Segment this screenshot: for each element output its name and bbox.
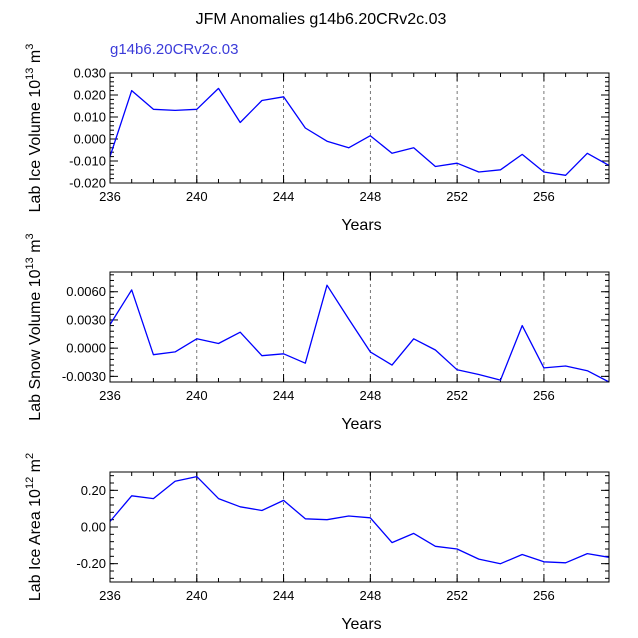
y-tick-label: -0.020 bbox=[69, 176, 106, 191]
y-axis-title: Lab Ice Area 1012 m2 bbox=[24, 453, 44, 601]
x-tick-label: 256 bbox=[533, 388, 555, 403]
x-tick-label: 248 bbox=[359, 588, 381, 603]
y-tick-label: -0.0030 bbox=[62, 369, 106, 384]
y-axis-title: Lab Snow Volume 1013 m3 bbox=[24, 233, 44, 420]
x-tick-label: 244 bbox=[273, 388, 295, 403]
x-tick-label: 252 bbox=[446, 388, 468, 403]
series-line bbox=[109, 284, 610, 383]
y-axis-title: Lab Ice Volume 1013 m3 bbox=[24, 44, 44, 213]
panel-1: 236 240 244 248 252 256 -0.020 -0.010 0.000 0.010… bbox=[24, 44, 610, 234]
x-tick-label: 236 bbox=[99, 388, 121, 403]
y-tick-label: -0.20 bbox=[76, 556, 106, 571]
x-tick-label: 240 bbox=[186, 588, 208, 603]
y-tick-label: 0.020 bbox=[73, 88, 106, 103]
x-tick-label: 252 bbox=[446, 189, 468, 204]
y-tick-label: 0.0030 bbox=[66, 312, 106, 327]
plot-frame bbox=[109, 271, 610, 383]
x-tick-label: 248 bbox=[359, 388, 381, 403]
y-tick-label: 0.20 bbox=[81, 483, 106, 498]
y-tick-label: 0.030 bbox=[73, 66, 106, 81]
series-line bbox=[109, 87, 610, 176]
x-tick-label: 240 bbox=[186, 388, 208, 403]
panel-3: 236 240 244 248 252 256 -0.20 0.00 0.20 Years Lab … bbox=[24, 453, 610, 633]
x-tick-label: 236 bbox=[99, 189, 121, 204]
panel-2: 236 240 244 248 252 256 -0.0030 0.0000 0.0030 0.0… bbox=[24, 233, 610, 433]
y-tick-label: 0.000 bbox=[73, 132, 106, 147]
series-line bbox=[109, 475, 610, 565]
x-tick-label: 244 bbox=[273, 189, 295, 204]
x-tick-label: 252 bbox=[446, 588, 468, 603]
x-axis-title: Years bbox=[341, 217, 381, 234]
plot-frame bbox=[109, 471, 610, 583]
x-tick-label: 256 bbox=[533, 588, 555, 603]
series-label: g14b6.20CRv2c.03 bbox=[110, 41, 238, 58]
x-tick-label: 256 bbox=[533, 189, 555, 204]
x-tick-label: 240 bbox=[186, 189, 208, 204]
x-axis-title: Years bbox=[341, 416, 381, 433]
x-tick-label: 236 bbox=[99, 588, 121, 603]
y-tick-label: 0.0060 bbox=[66, 284, 106, 299]
y-tick-label: 0.00 bbox=[81, 520, 106, 535]
y-tick-label: -0.010 bbox=[69, 154, 106, 169]
figure-title: JFM Anomalies g14b6.20CRv2c.03 bbox=[196, 11, 447, 28]
x-axis-title: Years bbox=[341, 616, 381, 633]
x-tick-label: 244 bbox=[273, 588, 295, 603]
y-tick-label: 0.0000 bbox=[66, 341, 106, 356]
x-tick-label: 248 bbox=[359, 189, 381, 204]
y-tick-label: 0.010 bbox=[73, 110, 106, 125]
plot-frame bbox=[109, 72, 610, 184]
